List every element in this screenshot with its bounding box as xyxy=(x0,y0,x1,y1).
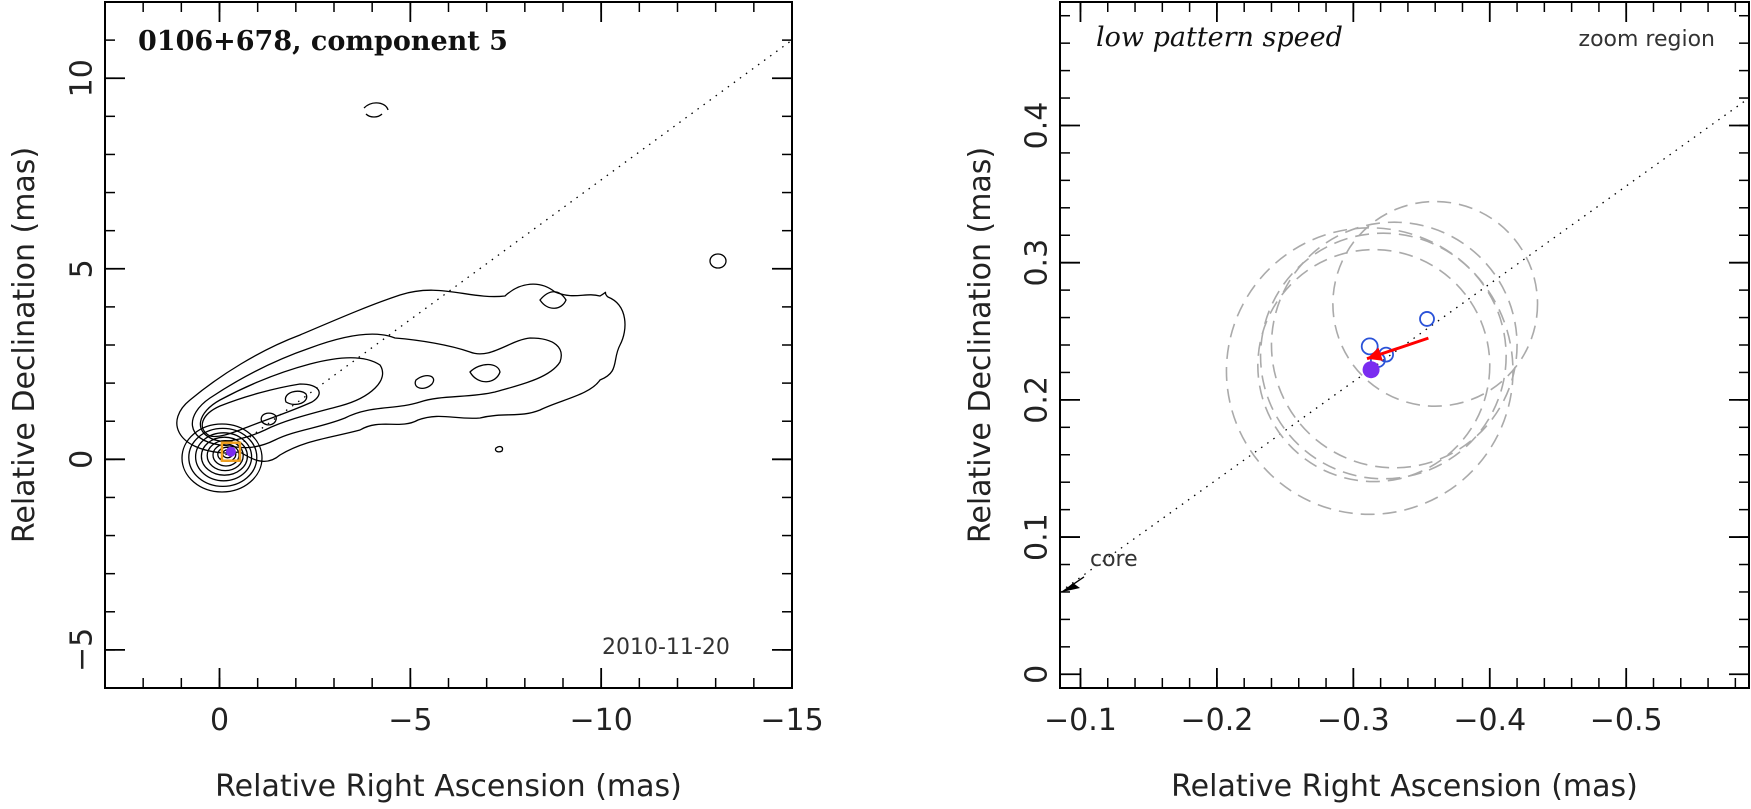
left-panel-title: 0106+678, component 5 xyxy=(138,26,508,57)
core-contour xyxy=(200,436,249,476)
right-panel: −0.1 −0.2 −0.3 −0.4 −0.5 0 0.1 0.2 0.3 0.4 low pa… xyxy=(963,1,1750,804)
jet-contour-island xyxy=(494,445,504,453)
jet-contour-knot xyxy=(260,412,277,426)
zoom-region-label: zoom region xyxy=(1579,27,1715,52)
open-position-marker xyxy=(1360,337,1379,356)
core-contour xyxy=(194,432,253,482)
filled-position-marker xyxy=(1362,361,1380,379)
isolated-contour xyxy=(363,102,389,118)
right-y-tick-label: 0.3 xyxy=(1020,239,1055,287)
left-y-tick-label: 5 xyxy=(65,259,100,278)
open-position-marker xyxy=(1419,311,1435,327)
core-arrow-head xyxy=(1062,582,1080,592)
right-panel-title: low pattern speed xyxy=(1096,22,1343,53)
jet-contour-island xyxy=(469,363,501,383)
uncertainty-circle xyxy=(1259,232,1507,480)
left-x-tick-label: 0 xyxy=(210,703,229,738)
left-x-axis-label: Relative Right Ascension (mas) xyxy=(215,769,682,804)
right-x-axis-label: Relative Right Ascension (mas) xyxy=(1171,769,1638,804)
left-panel: 0 −5 −10 −15 −5 0 5 10 0106+678, component 5 20… xyxy=(7,1,824,804)
left-y-tick-label: 10 xyxy=(65,59,100,97)
jet-axis-line xyxy=(219,39,792,460)
uncertainty-circle xyxy=(1332,200,1539,407)
core-arrow xyxy=(1061,576,1085,593)
motion-arrow-head xyxy=(1366,347,1383,361)
right-y-tick-label: 0.1 xyxy=(1020,513,1055,561)
jet-contour-2 xyxy=(191,333,562,449)
jet-contour-island xyxy=(539,291,567,309)
jet-contour-3 xyxy=(199,357,384,442)
component-box xyxy=(220,441,242,462)
right-x-tick-label: −0.2 xyxy=(1180,703,1253,738)
core-label: core xyxy=(1090,547,1138,572)
jet-contour xyxy=(176,283,626,462)
left-y-axis-label: Relative Declination (mas) xyxy=(7,147,42,543)
left-x-tick-label: −15 xyxy=(760,703,823,738)
left-x-tick-label: −10 xyxy=(570,703,633,738)
right-y-axis-label: Relative Declination (mas) xyxy=(963,147,998,543)
jet-contour-knot xyxy=(284,390,308,406)
jet-contour-4 xyxy=(201,383,320,438)
core-contour xyxy=(188,427,258,488)
left-plot-frame xyxy=(104,1,793,689)
jet-axis-line xyxy=(1060,97,1749,593)
uncertainty-circle xyxy=(1257,248,1491,483)
right-y-tick-label: 0.2 xyxy=(1020,376,1055,424)
right-x-tick-label: −0.5 xyxy=(1590,703,1663,738)
uncertainty-circle xyxy=(1270,221,1518,469)
right-y-tick-label: 0 xyxy=(1020,665,1055,684)
right-x-tick-label: −0.3 xyxy=(1317,703,1390,738)
core-contour xyxy=(181,423,263,493)
right-x-tick-label: −0.1 xyxy=(1044,703,1117,738)
isolated-contour xyxy=(709,253,727,269)
component-marker xyxy=(225,446,236,457)
left-x-tick-label: −5 xyxy=(388,703,432,738)
jet-contour-island xyxy=(414,374,435,390)
left-y-tick-label: 0 xyxy=(65,450,100,469)
observation-date: 2010-11-20 xyxy=(602,635,730,660)
left-axis-ticks: 0 −5 −10 −15 −5 0 5 10 xyxy=(65,1,824,738)
right-y-tick-label: 0.4 xyxy=(1020,102,1055,150)
core-contour xyxy=(206,439,244,472)
right-axis-ticks: −0.1 −0.2 −0.3 −0.4 −0.5 0 0.1 0.2 0.3 0.4 xyxy=(1020,2,1749,738)
left-y-tick-label: −5 xyxy=(65,628,100,672)
right-x-tick-label: −0.4 xyxy=(1453,703,1526,738)
